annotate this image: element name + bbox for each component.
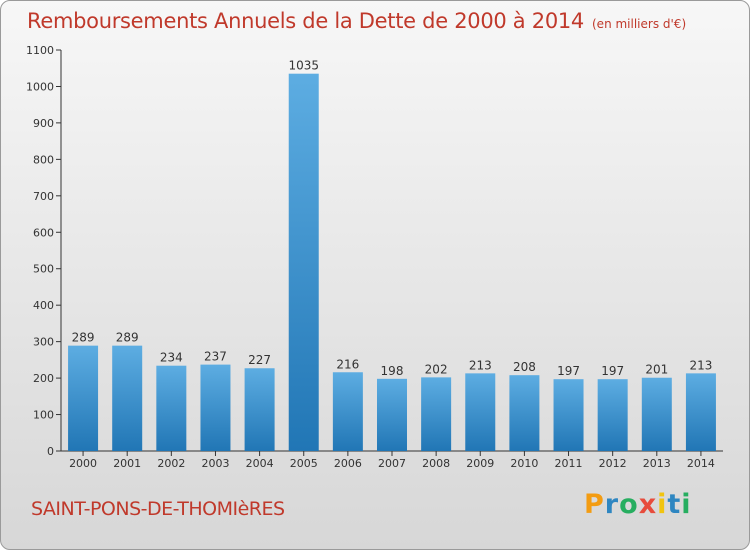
- logo-letter: x: [638, 489, 658, 520]
- data-label: 197: [601, 364, 624, 378]
- bar: [509, 375, 540, 451]
- bar: [156, 365, 187, 451]
- x-tick-label: 2002: [157, 457, 185, 470]
- bar: [244, 368, 275, 451]
- bar: [597, 379, 628, 451]
- y-tick-label: 500: [33, 263, 54, 276]
- bar: [332, 372, 363, 451]
- bar: [553, 379, 584, 451]
- data-label: 237: [204, 350, 227, 364]
- x-tick-label: 2009: [466, 457, 494, 470]
- bar: [68, 345, 99, 451]
- logo-letter: o: [619, 489, 639, 520]
- bar: [465, 373, 496, 451]
- x-tick-label: 2006: [334, 457, 362, 470]
- data-label: 1035: [288, 59, 319, 73]
- commune-name: SAINT-PONS-DE-THOMIèRES: [31, 498, 285, 520]
- y-tick-label: 300: [33, 336, 54, 349]
- data-label: 234: [160, 351, 183, 365]
- proxiti-logo[interactable]: Proxiti: [584, 489, 692, 520]
- data-label: 197: [557, 364, 580, 378]
- data-label: 289: [72, 331, 95, 345]
- logo-letter: r: [604, 489, 620, 520]
- chart-title: Remboursements Annuels de la Dette de 20…: [27, 9, 686, 33]
- x-tick-label: 2012: [599, 457, 627, 470]
- x-tick-label: 2010: [510, 457, 538, 470]
- x-tick-label: 2007: [378, 457, 406, 470]
- bar: [685, 373, 716, 451]
- x-tick-label: 2003: [201, 457, 229, 470]
- x-tick-label: 2014: [687, 457, 715, 470]
- data-label: 213: [689, 358, 712, 372]
- x-tick-label: 2000: [69, 457, 97, 470]
- y-tick-label: 1100: [26, 44, 54, 57]
- y-tick-label: 100: [33, 409, 54, 422]
- data-label: 208: [513, 360, 536, 374]
- logo-letter: i: [657, 489, 668, 520]
- chart-unit: (en milliers d'€): [592, 17, 687, 31]
- logo-letter: i: [681, 489, 692, 520]
- x-tick-label: 2004: [246, 457, 274, 470]
- y-tick-label: 0: [47, 445, 54, 458]
- y-tick-label: 1000: [26, 80, 54, 93]
- x-tick-label: 2011: [555, 457, 583, 470]
- x-tick-label: 2001: [113, 457, 141, 470]
- data-label: 289: [116, 331, 139, 345]
- chart-title-text: Remboursements Annuels de la Dette de 20…: [27, 9, 584, 33]
- bar: [112, 345, 143, 451]
- y-tick-label: 600: [33, 226, 54, 239]
- bar: [288, 73, 319, 451]
- y-tick-label: 200: [33, 372, 54, 385]
- bar: [200, 364, 231, 451]
- logo-letter: t: [667, 489, 682, 520]
- y-tick-label: 700: [33, 190, 54, 203]
- y-tick-label: 400: [33, 299, 54, 312]
- data-label: 198: [381, 364, 404, 378]
- bar: [421, 377, 452, 451]
- y-tick-label: 800: [33, 153, 54, 166]
- x-tick-label: 2013: [643, 457, 671, 470]
- logo-letter: P: [584, 489, 605, 520]
- data-label: 213: [469, 358, 492, 372]
- data-label: 202: [425, 362, 448, 376]
- bar: [377, 378, 407, 451]
- x-tick-label: 2008: [422, 457, 450, 470]
- data-label: 216: [336, 357, 359, 371]
- data-label: 227: [248, 353, 271, 367]
- y-tick-label: 900: [33, 117, 54, 130]
- data-label: 201: [645, 363, 668, 377]
- bar: [641, 377, 672, 451]
- x-tick-label: 2005: [290, 457, 318, 470]
